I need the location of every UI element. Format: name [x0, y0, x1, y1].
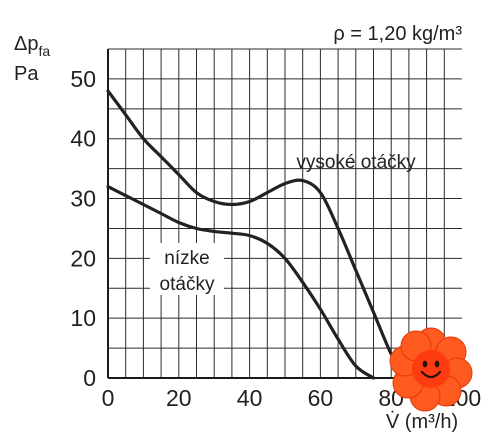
label-high-speed: vysoké otáčky [296, 152, 416, 173]
label-low-speed-background [150, 243, 224, 295]
x-axis-label: V̇ (m³/h) [386, 411, 458, 433]
x-tick-label: 0 [102, 385, 115, 411]
y-axis-unit: Pa [14, 63, 39, 85]
label-low-speed-line1: nízke [164, 248, 209, 269]
chart-grid [108, 48, 462, 378]
flower-sticker-icon [389, 327, 473, 412]
y-tick-label: 30 [70, 186, 96, 212]
y-tick-label: 20 [70, 245, 96, 271]
label-low-speed-line2: otáčky [160, 274, 215, 295]
x-tick-label: 20 [166, 385, 192, 411]
series-line-high-speed [106, 89, 407, 380]
series-line-low-speed [106, 185, 376, 380]
x-tick-label: 60 [308, 385, 334, 411]
chart-curves [106, 89, 407, 380]
x-tick-label: 40 [237, 385, 263, 411]
y-axis-symbol: Δp [14, 33, 38, 55]
y-axis-subscript: fa [38, 43, 50, 59]
y-tick-label: 0 [83, 365, 96, 391]
y-tick-label: 10 [70, 305, 96, 331]
y-tick-label: 40 [70, 126, 96, 152]
y-tick-label: 50 [70, 66, 96, 92]
y-axis-label: Δpfa [14, 33, 50, 59]
density-annotation: ρ = 1,20 kg/m³ [333, 23, 462, 45]
